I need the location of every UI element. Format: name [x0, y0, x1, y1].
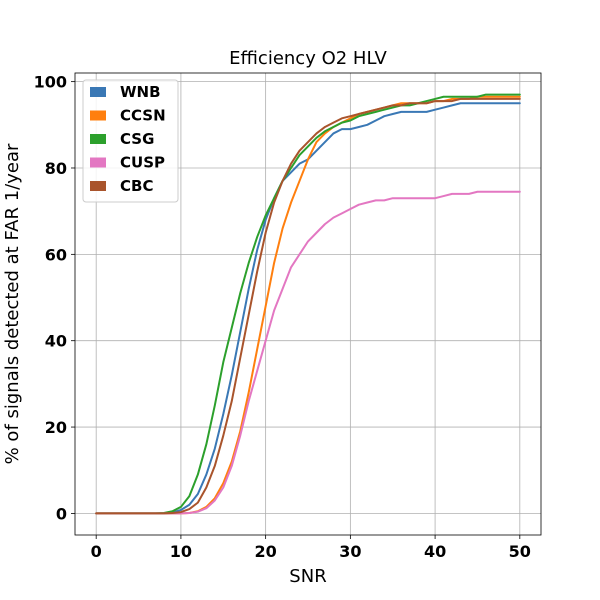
y-tick-label: 60 [45, 245, 67, 264]
x-tick-label: 20 [255, 542, 277, 561]
x-axis-label: SNR [289, 566, 326, 587]
x-tick-label: 30 [339, 542, 361, 561]
legend-swatch-cusp [90, 157, 106, 168]
series-lines [95, 93, 521, 515]
legend-label-csg: CSG [120, 130, 154, 148]
plot-area-frame [74, 72, 542, 536]
series-line-cusp [95, 190, 521, 515]
legend: WNB CCSN CSG CUSP CBC [82, 79, 179, 203]
axis-ticks: 0 10 20 30 40 50 0 20 40 60 80 100 [34, 73, 531, 561]
y-tick-label: 40 [45, 332, 67, 351]
legend-swatch-ccsn [90, 110, 106, 121]
legend-box [82, 79, 179, 203]
legend-label-cbc: CBC [120, 177, 153, 195]
y-tick-label: 80 [45, 159, 67, 178]
legend-label-ccsn: CCSN [120, 107, 166, 125]
y-axis-label: % of signals detected at FAR 1/year [2, 143, 23, 464]
legend-swatch-csg [90, 134, 106, 144]
chart-title: Efficiency O2 HLV [229, 48, 387, 69]
y-tick-label: 100 [34, 73, 67, 92]
series-line-cbc [95, 97, 521, 515]
x-tick-label: 10 [170, 542, 192, 561]
x-tick-label: 40 [424, 542, 446, 561]
y-tick-label: 20 [45, 418, 67, 437]
legend-swatch-wnb [90, 87, 106, 97]
x-tick-label: 50 [509, 542, 531, 561]
legend-label-cusp: CUSP [120, 154, 165, 172]
x-tick-label: 0 [91, 542, 102, 561]
y-tick-label: 0 [56, 504, 67, 523]
legend-swatch-cbc [90, 181, 106, 191]
legend-label-wnb: WNB [120, 83, 161, 101]
